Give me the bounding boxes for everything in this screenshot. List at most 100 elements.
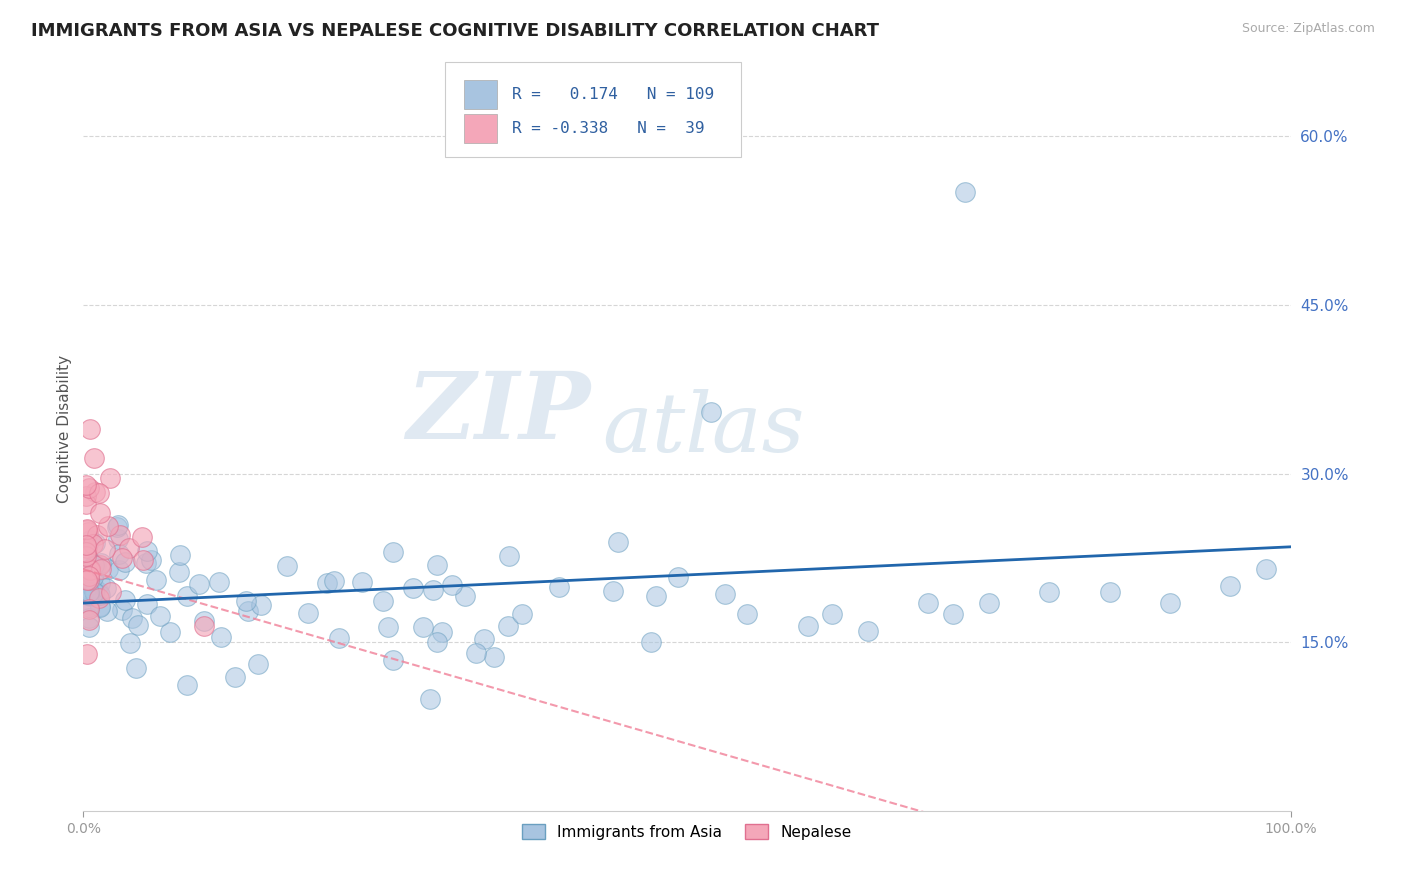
Point (96, 604, 118, 618)
Point (209, 630, 232, 644)
Point (188, 577, 211, 591)
Point (96, 582, 118, 596)
Point (77, 602, 100, 616)
Point (79, 422, 101, 436)
Point (132, 552, 155, 566)
Point (100, 584, 122, 599)
Point (453, 590, 475, 604)
Point (79, 562, 101, 576)
Point (79, 554, 101, 568)
Point (79, 481, 101, 495)
Point (821, 607, 844, 622)
Point (87, 584, 110, 599)
Point (79, 565, 101, 579)
Point (426, 558, 449, 572)
Point (145, 573, 167, 587)
Point (1098, 584, 1121, 599)
Point (79, 620, 101, 634)
Point (84, 484, 107, 499)
Point (373, 594, 395, 608)
Text: IMMIGRANTS FROM ASIA VS NEPALESE COGNITIVE DISABILITY CORRELATION CHART: IMMIGRANTS FROM ASIA VS NEPALESE COGNITI… (31, 22, 879, 40)
Point (110, 528, 132, 542)
Point (79, 574, 101, 588)
Point (83, 585, 105, 599)
Point (236, 603, 259, 617)
Point (75, 497, 97, 511)
Point (1219, 579, 1241, 593)
Point (159, 624, 181, 639)
Point (125, 661, 148, 675)
Point (276, 559, 298, 574)
Point (440, 578, 463, 592)
Point (644, 590, 666, 604)
Point (114, 555, 136, 569)
Point (79, 571, 101, 585)
Point (82, 570, 104, 584)
Point (640, 635, 662, 649)
Point (235, 594, 257, 608)
Point (89, 599, 111, 613)
Point (548, 580, 571, 594)
Point (76, 573, 98, 587)
Point (323, 574, 346, 589)
Point (79, 600, 101, 615)
Point (89, 575, 111, 590)
Point (412, 620, 434, 634)
Point (917, 596, 939, 610)
Point (121, 611, 143, 625)
Point (666, 570, 689, 584)
Point (82, 537, 104, 551)
Point (977, 596, 1000, 610)
Point (77, 573, 100, 587)
Point (498, 619, 520, 633)
Point (76, 525, 98, 540)
Point (246, 657, 269, 671)
Point (250, 598, 273, 612)
Point (86, 528, 108, 542)
Point (796, 618, 818, 632)
Point (941, 607, 963, 622)
Point (430, 624, 453, 639)
Point (135, 556, 157, 570)
Point (75, 537, 97, 551)
Point (108, 563, 131, 577)
Point (89, 558, 111, 572)
Point (149, 609, 172, 624)
Point (510, 607, 533, 622)
Text: ZIP: ZIP (406, 368, 591, 458)
Point (426, 634, 449, 648)
Point (107, 517, 129, 532)
Point (167, 566, 190, 580)
Point (75, 549, 97, 564)
Point (83, 585, 105, 599)
Point (94, 542, 117, 557)
Point (602, 583, 624, 598)
Point (135, 544, 157, 558)
Point (111, 603, 134, 617)
Point (118, 541, 141, 555)
Point (77, 569, 100, 583)
Point (79, 584, 101, 599)
Point (377, 620, 399, 634)
Point (606, 534, 628, 549)
Point (84, 558, 107, 573)
Point (737, 607, 759, 622)
Point (193, 614, 215, 628)
Point (76, 523, 98, 537)
Point (79, 610, 101, 624)
Point (89, 506, 111, 520)
Point (208, 574, 231, 589)
Point (79, 571, 101, 585)
FancyBboxPatch shape (464, 113, 498, 143)
Point (79, 578, 101, 592)
Point (75, 489, 97, 503)
Point (131, 530, 153, 544)
Point (120, 636, 142, 650)
Point (419, 691, 441, 706)
Point (79, 598, 101, 612)
Point (714, 586, 737, 600)
Point (87, 591, 110, 606)
Point (76, 541, 98, 555)
Point (97, 518, 120, 533)
Point (127, 618, 149, 632)
